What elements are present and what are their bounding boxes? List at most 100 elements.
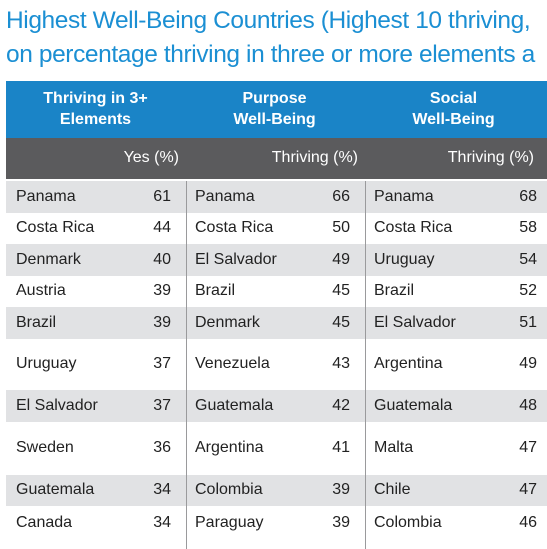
table-cell: Chile 47 bbox=[364, 475, 547, 507]
table-cell: Argentina 49 bbox=[364, 339, 547, 391]
country-name: Colombia bbox=[374, 513, 442, 531]
table-row: Costa Rica 44 Costa Rica 50 Costa Rica 58 bbox=[6, 213, 547, 245]
country-name: El Salvador bbox=[374, 313, 456, 331]
percentage-value: 44 bbox=[153, 219, 171, 237]
column-header-line-2: Well-Being bbox=[412, 111, 495, 128]
country-name: Costa Rica bbox=[195, 219, 274, 237]
column-header-line-1: Thriving in 3+ bbox=[43, 90, 148, 107]
page-title-line-2: on percentage thriving in three or more … bbox=[6, 41, 535, 68]
percentage-value: 39 bbox=[153, 313, 171, 331]
column-header-social-well-being: Social Well-Being bbox=[364, 88, 543, 130]
percentage-value: 45 bbox=[332, 282, 350, 300]
table-cell: Guatemala 42 bbox=[185, 390, 364, 422]
country-name: El Salvador bbox=[16, 397, 98, 414]
percentage-value: 68 bbox=[519, 187, 537, 205]
country-name: Panama bbox=[16, 187, 76, 205]
country-name: Brazil bbox=[195, 282, 236, 300]
column-header-line-1: Social bbox=[429, 90, 478, 107]
table-cell: Uruguay 54 bbox=[364, 244, 547, 276]
percentage-value: 52 bbox=[519, 282, 537, 300]
percentage-value: 34 bbox=[153, 513, 171, 531]
country-name: Guatemala bbox=[16, 481, 95, 499]
country-name: Denmark bbox=[195, 313, 260, 331]
table-row: Canada 34 Paraguay 39 Colombia 46 bbox=[6, 506, 547, 539]
table-cell: Brazil 45 bbox=[185, 276, 364, 308]
percentage-value: 66 bbox=[332, 187, 350, 205]
country-name: Denmark bbox=[16, 250, 81, 268]
percentage-value: 45 bbox=[332, 313, 350, 331]
table-row: Uruguay 37 Venezuela 43 Argentina 49 bbox=[6, 339, 547, 391]
country-name: El Salvador bbox=[195, 250, 277, 268]
percentage-value: 43 bbox=[332, 355, 350, 373]
percentage-value: 50 bbox=[332, 219, 350, 237]
table-cell: Panama 66 bbox=[185, 181, 364, 213]
table-cell: Colombia 46 bbox=[364, 506, 547, 539]
country-name: Guatemala bbox=[195, 397, 274, 414]
table-cell: Canada 34 bbox=[6, 506, 185, 539]
table-cell: Denmark 40 bbox=[6, 244, 185, 276]
percentage-value: 61 bbox=[153, 187, 171, 205]
table-row: El Salvador 37 Guatemala 42 Guatemala 48 bbox=[6, 390, 547, 422]
country-name: Paraguay bbox=[195, 513, 264, 531]
table-row: Austria 39 Brazil 45 Brazil 52 bbox=[6, 276, 547, 308]
table-cell: Guatemala 48 bbox=[364, 390, 547, 422]
table-cell: Malta 47 bbox=[364, 422, 547, 475]
table-cell: Panama 68 bbox=[364, 181, 547, 213]
country-name: Colombia bbox=[195, 481, 263, 499]
table-cell: Guatemala 34 bbox=[6, 475, 185, 507]
percentage-value: 39 bbox=[153, 282, 171, 300]
table-cell: El Salvador 37 bbox=[6, 390, 185, 422]
country-name: Sweden bbox=[16, 439, 74, 457]
table-row: Guatemala 34 Colombia 39 Chile 47 bbox=[6, 474, 547, 507]
table-cell: Argentina 41 bbox=[185, 422, 364, 475]
percentage-value: 49 bbox=[332, 250, 350, 268]
column-divider bbox=[365, 181, 366, 549]
percentage-value: 37 bbox=[153, 355, 171, 373]
table-cell: Colombia 39 bbox=[185, 475, 364, 507]
subheader-yes-percent: Yes (%) bbox=[123, 149, 179, 166]
table-row: Brazil 39 Denmark 45 El Salvador 51 bbox=[6, 307, 547, 339]
country-name: Argentina bbox=[195, 439, 264, 457]
column-header-line-2: Well-Being bbox=[233, 111, 316, 128]
table-cell: Brazil 52 bbox=[364, 276, 547, 308]
country-name: Austria bbox=[16, 282, 66, 300]
percentage-value: 47 bbox=[519, 439, 537, 457]
column-header-line-1: Purpose bbox=[242, 90, 307, 107]
table-cell: Panama 61 bbox=[6, 181, 185, 213]
column-header-purpose-well-being: Purpose Well-Being bbox=[185, 88, 364, 130]
column-header-line-2: Elements bbox=[59, 111, 132, 128]
subheader-social-thriving-percent: Thriving (%) bbox=[447, 149, 534, 166]
table-cell: Denmark 45 bbox=[185, 307, 364, 339]
percentage-value: 37 bbox=[153, 397, 171, 414]
table-cell: El Salvador 49 bbox=[185, 244, 364, 276]
percentage-value: 48 bbox=[519, 397, 537, 414]
table-row: Sweden 36 Argentina 41 Malta 47 bbox=[6, 422, 547, 475]
percentage-value: 40 bbox=[153, 250, 171, 268]
percentage-value: 42 bbox=[332, 397, 350, 414]
percentage-value: 54 bbox=[519, 250, 537, 268]
percentage-value: 51 bbox=[519, 313, 537, 331]
country-name: Venezuela bbox=[195, 355, 270, 373]
country-name: Uruguay bbox=[374, 250, 435, 268]
table-row: Panama 61 Panama 66 Panama 68 bbox=[6, 181, 547, 213]
table-cell: Costa Rica 58 bbox=[364, 213, 547, 245]
country-name: Panama bbox=[374, 187, 434, 205]
country-name: Argentina bbox=[374, 355, 443, 373]
column-divider bbox=[186, 181, 187, 549]
table-cell: Costa Rica 50 bbox=[185, 213, 364, 245]
percentage-value: 58 bbox=[519, 219, 537, 237]
country-name: Chile bbox=[374, 481, 411, 499]
table-cell: Costa Rica 44 bbox=[6, 213, 185, 245]
country-name: Brazil bbox=[374, 282, 415, 300]
percentage-value: 47 bbox=[519, 481, 537, 499]
percentage-value: 39 bbox=[332, 481, 350, 499]
page-title-line-1: Highest Well-Being Countries (Highest 10… bbox=[6, 7, 531, 34]
country-name: Panama bbox=[195, 187, 255, 205]
table-cell: Austria 39 bbox=[6, 276, 185, 308]
country-name: Costa Rica bbox=[16, 219, 95, 237]
percentage-value: 39 bbox=[332, 513, 350, 531]
country-name: Costa Rica bbox=[374, 219, 453, 237]
table-cell: Venezuela 43 bbox=[185, 339, 364, 391]
country-name: Uruguay bbox=[16, 355, 77, 373]
table-cell: Sweden 36 bbox=[6, 422, 185, 475]
